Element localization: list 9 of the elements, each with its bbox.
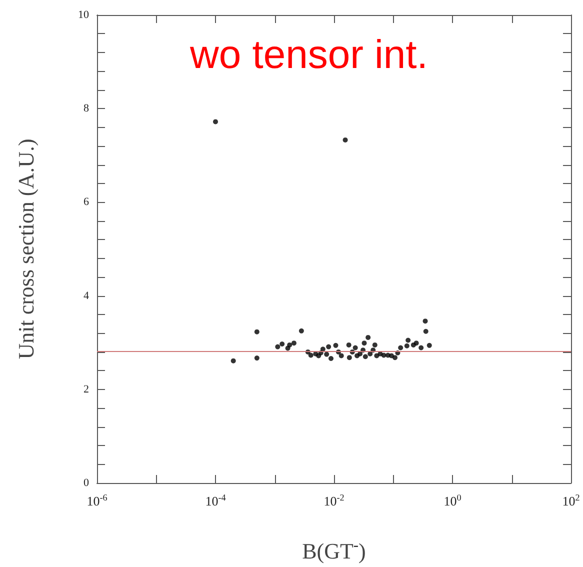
- y-tick-label: 8: [84, 102, 90, 115]
- chart-title: wo tensor int.: [189, 33, 428, 77]
- y-tick-label: 4: [84, 290, 90, 302]
- y-tick-label: 10: [78, 9, 90, 21]
- y-tick-label: 2: [84, 383, 89, 396]
- y-tick-label: 0: [84, 477, 90, 489]
- y-axis-title: Unit cross section (A.U.): [14, 138, 38, 360]
- x-axis-title: B(GT-): [302, 537, 366, 564]
- y-tick-label: 6: [84, 196, 90, 208]
